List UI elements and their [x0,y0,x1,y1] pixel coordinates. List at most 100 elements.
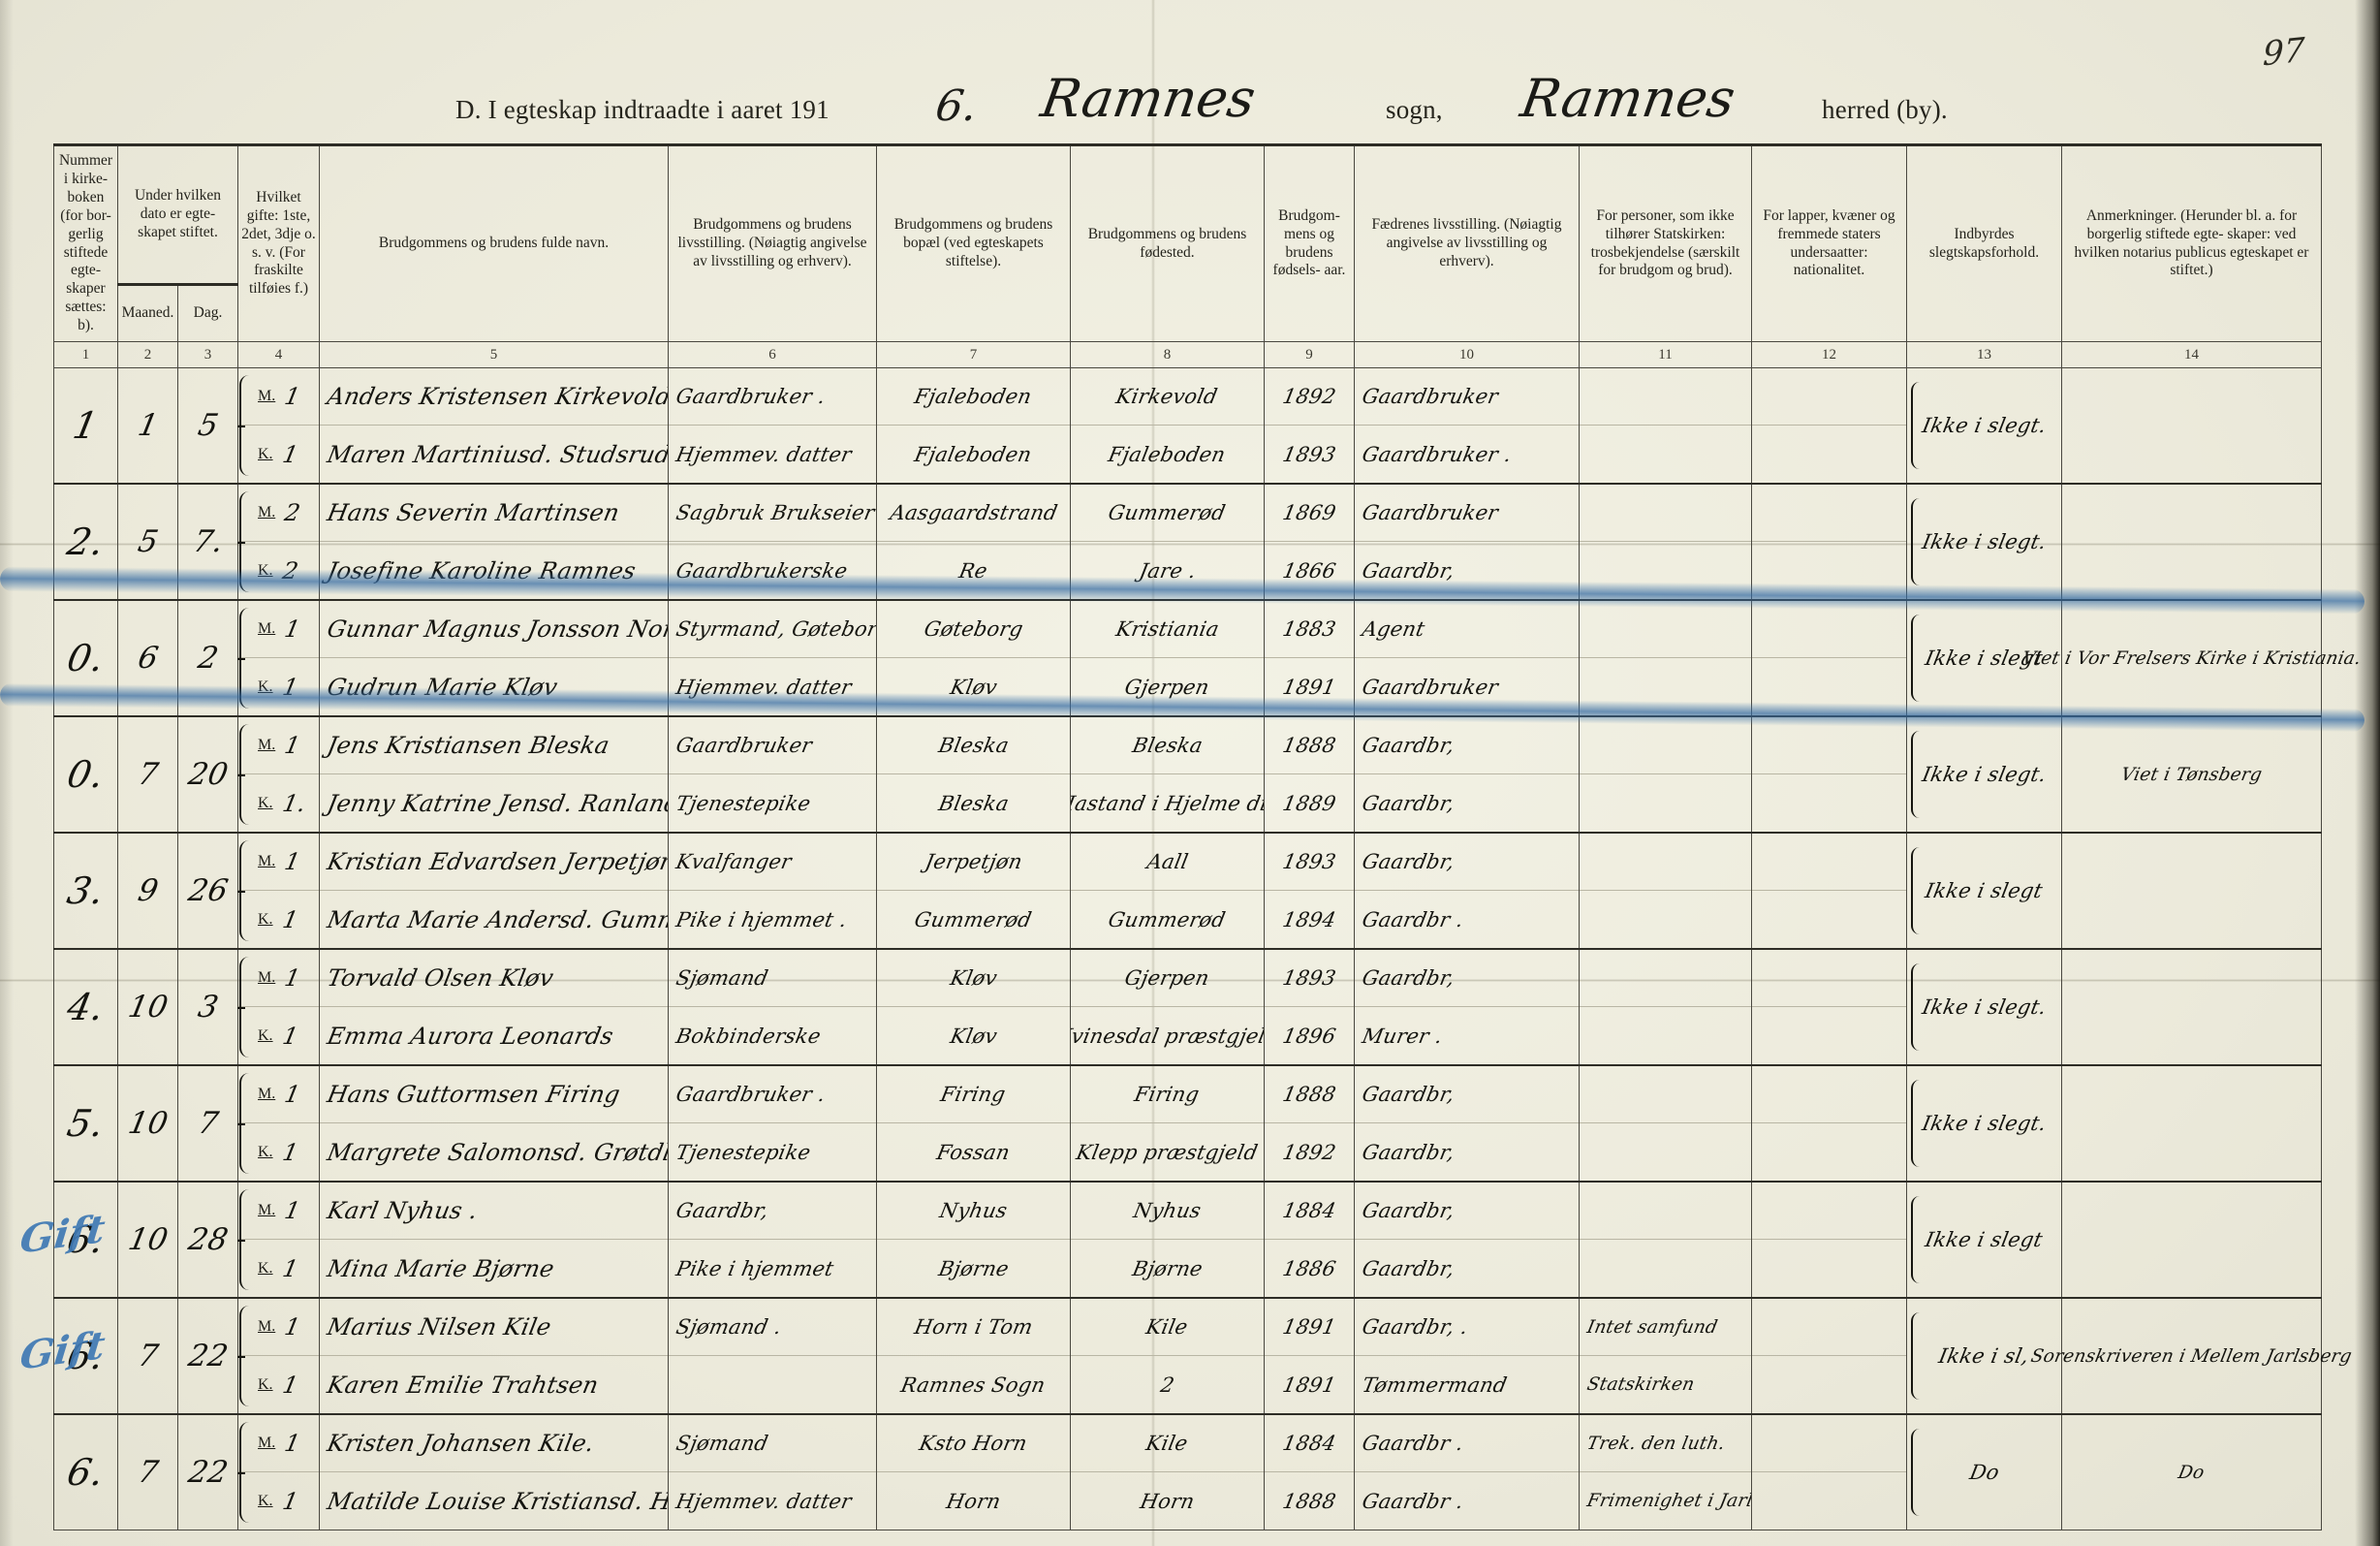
cell-nationality-9 [1751,1413,1907,1531]
colnum-11: 11 [1579,341,1752,369]
sex-label-bride: K. [258,561,273,579]
table-header: Nummer i kirke-boken (for bor-gerlig sti… [53,142,2322,369]
header-day: Dag. [177,282,238,343]
cell-nationality-0 [1751,367,1907,485]
colnum-5: 5 [319,341,669,369]
colnum-9: 9 [1264,341,1355,369]
cell-number-2: 0. [53,599,118,717]
cell-birthyear-0: 1892 1893 [1264,367,1355,485]
cell-nationality-3 [1751,715,1907,834]
cell-number-8: 6. [53,1297,118,1415]
cell-confession-3 [1579,715,1752,834]
cell-confession-1 [1579,483,1752,601]
cell-nationality-1 [1751,483,1907,601]
brace-icon [1911,382,1925,470]
cell-kinship-1: Ikke i slegt. [1906,483,2062,601]
cell-remarks-8: Sorenskriveren i Mellem Jarlsberg [2029,1297,2354,1415]
cell-day-5: 3 [177,948,238,1066]
cell-father-occ-7: Gaardbr, Gaardbr, [1354,1181,1580,1299]
cell-birthyear-5: 1893 1896 [1264,948,1355,1066]
cell-number-6: 5. [53,1064,118,1183]
cell-birthplace-4: Aall Gummerød [1070,832,1265,950]
sex-label-groom: M. [258,388,276,405]
cell-residence-4: Jerpetjøn Gummerød [876,832,1071,950]
sex-label-groom: M. [258,1202,276,1219]
cell-occupation-7: Gaardbr, Pike i hjemmet [668,1181,877,1299]
cell-birthplace-9: Kile Horn [1070,1413,1265,1531]
colnum-2: 2 [117,341,178,369]
cell-birthplace-1: Gummerød Jare . [1070,483,1265,601]
cell-father-occ-1: Gaardbruker Gaardbr, [1354,483,1580,601]
brace-icon [1911,731,1925,819]
cell-number-1: 2. [53,483,118,601]
cell-remarks-9: Do [2061,1413,2322,1531]
herred-value: Ramnes [1517,68,1739,129]
cell-number-0: 1 [53,367,118,485]
brace-icon [1911,498,1925,586]
cell-confession-5 [1579,948,1752,1066]
cell-which-marriage-0: M. 1 K. 1 [237,367,320,485]
brace-icon [1911,847,1925,935]
cell-residence-5: Kløv Kløv [876,948,1071,1066]
cell-residence-6: Firing Fossan [876,1064,1071,1183]
sex-label-bride: K. [258,678,273,695]
sex-label-bride: K. [258,1143,273,1160]
colnum-6: 6 [668,341,877,369]
cell-nationality-4 [1751,832,1907,950]
cell-confession-2 [1579,599,1752,717]
cell-nationality-5 [1751,948,1907,1066]
cell-number-3: 0. [53,715,118,834]
cell-month-3: 7 [117,715,178,834]
cell-day-8: 22 [177,1297,238,1415]
cell-residence-2: Gøteborg Kløv [876,599,1071,717]
cell-name-1: Hans Severin Martinsen Josefine Karoline… [319,483,669,601]
marriage-register-table: Nummer i kirke-boken (for bor-gerlig sti… [53,142,2363,1531]
cell-confession-6 [1579,1064,1752,1183]
table-row: 6. 10 28 M. 1 K. 1 Karl Nyhus . Mina Mar… [53,1181,2322,1299]
header-nationality: For lapper, kvæner og fremmede staters u… [1751,142,1907,343]
cell-name-0: Anders Kristensen Kirkevold Maren Martin… [319,367,669,485]
cell-day-9: 22 [177,1413,238,1531]
table-row: 1 1 5 M. 1 K. 1 Anders Kristensen Kirkev… [53,367,2322,485]
cell-month-6: 10 [117,1064,178,1183]
colnum-8: 8 [1070,341,1265,369]
cell-father-occ-2: Agent Gaardbruker [1354,599,1580,717]
cell-kinship-9: Do [1906,1413,2062,1531]
sex-label-groom: M. [258,1086,276,1103]
cell-which-marriage-9: M. 1 K. 1 [237,1413,320,1531]
cell-birthyear-7: 1884 1886 [1264,1181,1355,1299]
cell-occupation-8: Sjømand . [668,1297,877,1415]
document-header: D. I egteskap indtraadte i aaret 191 6. … [0,68,2380,131]
cell-which-marriage-3: M. 1 K. 1. [237,715,320,834]
cell-kinship-0: Ikke i slegt. [1906,367,2062,485]
cell-confession-8: Intet samfund Statskirken [1579,1297,1752,1415]
cell-residence-8: Horn i Tom Ramnes Sogn [876,1297,1071,1415]
cell-birthplace-2: Kristiania Gjerpen [1070,599,1265,717]
table-row: 3. 9 26 M. 1 K. 1 Kristian Edvardsen Jer… [53,832,2322,950]
cell-month-0: 1 [117,367,178,485]
brace-icon [1911,1429,1925,1517]
scan-edge-left [0,0,14,1546]
cell-remarks-7 [2061,1181,2322,1299]
cell-residence-1: Aasgaardstrand Re [876,483,1071,601]
sex-label-bride: K. [258,1259,273,1277]
cell-birthyear-6: 1888 1892 [1264,1064,1355,1183]
brace-icon [237,1422,255,1524]
cell-name-4: Kristian Edvardsen Jerpetjøn Marta Marie… [319,832,669,950]
cell-which-marriage-1: M. 2 K. 2 [237,483,320,601]
brace-icon [237,724,255,826]
cell-nationality-8 [1751,1297,1907,1415]
cell-remarks-0 [2061,367,2322,485]
header-full-name: Brudgommens og brudens fulde navn. [319,142,669,343]
cell-birthyear-8: 1891 1891 [1264,1297,1355,1415]
header-which-marriage: Hvilket gifte: 1ste, 2det, 3dje o. s. v.… [237,142,320,343]
cell-birthyear-1: 1869 1866 [1264,483,1355,601]
cell-nationality-7 [1751,1181,1907,1299]
cell-birthplace-3: Bleska Hastand i Hjelme dis [1070,715,1265,834]
cell-which-marriage-6: M. 1 K. 1 [237,1064,320,1183]
cell-occupation-5: Sjømand Bokbinderske [668,948,877,1066]
cell-father-occ-4: Gaardbr, Gaardbr . [1354,832,1580,950]
cell-confession-4 [1579,832,1752,950]
sex-label-groom: M. [258,853,276,870]
cell-occupation-0: Gaardbruker . Hjemmev. datter [668,367,877,485]
